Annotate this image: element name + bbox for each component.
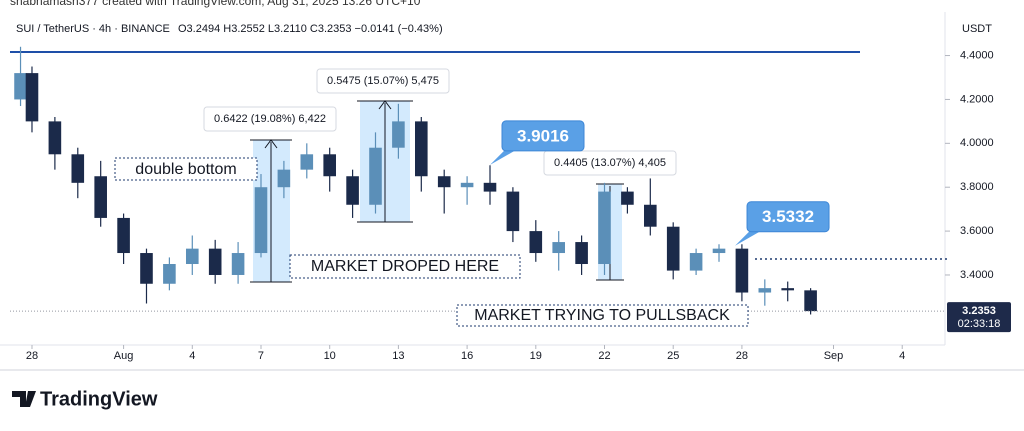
x-tick-label: Sep xyxy=(824,350,844,362)
candle-body xyxy=(369,147,382,205)
note-box xyxy=(289,254,521,279)
candle-body xyxy=(25,73,39,122)
y-tick-label: 3.6000 xyxy=(960,225,994,237)
attribution: shabnamash377 created with TradingView.c… xyxy=(10,0,421,8)
last-price-label: 3.2353 xyxy=(962,305,996,317)
candle-body xyxy=(14,73,27,100)
measure-box xyxy=(357,100,413,223)
candle-body xyxy=(140,253,153,284)
candle-body xyxy=(208,248,222,275)
currency: USDT xyxy=(962,23,992,35)
candle-body xyxy=(300,154,314,170)
candle-body xyxy=(598,191,611,265)
candle-body xyxy=(712,248,726,254)
candle-body xyxy=(781,288,795,291)
candle-body xyxy=(735,248,749,293)
note-box xyxy=(114,157,258,181)
candle-body xyxy=(804,290,817,312)
x-tick-label: Aug xyxy=(114,350,134,362)
candle-body xyxy=(621,191,634,205)
measure-label-box xyxy=(203,106,337,132)
candle-body xyxy=(94,176,107,218)
callout-box xyxy=(746,201,830,233)
note: MARKET DROPED HERE xyxy=(311,258,499,275)
candle-body xyxy=(185,248,199,265)
x-tick-label: 19 xyxy=(530,350,542,362)
measure-arrowhead xyxy=(264,139,278,149)
symbol: SUI / TetherUS · 4h · BINANCE xyxy=(16,23,170,35)
x-tick-label: 10 xyxy=(324,350,336,362)
measure-label: 0.6422 (19.08%) 6,422 xyxy=(214,113,326,125)
callout-pointer xyxy=(735,229,764,246)
y-tick-label: 3.4000 xyxy=(960,269,994,281)
x-tick-label: 16 xyxy=(461,350,473,362)
measure-label: 0.4405 (13.07%) 4,405 xyxy=(554,157,666,169)
candle-body xyxy=(48,121,62,155)
candle-body xyxy=(323,154,336,177)
y-tick-label: 3.8000 xyxy=(960,181,994,193)
measure-label: 0.5475 (15.07%) 5,475 xyxy=(327,75,439,87)
candle-body xyxy=(346,176,359,205)
logo-text: TradingView xyxy=(40,388,158,410)
y-tick-label: 4.4000 xyxy=(960,49,994,61)
callout-label: 3.5332 xyxy=(762,207,814,226)
measure-label-box xyxy=(543,150,677,176)
callout-pointer xyxy=(490,148,518,165)
x-tick-label: 28 xyxy=(736,350,748,362)
note: double bottom xyxy=(135,161,236,178)
candle-body xyxy=(231,253,245,275)
candle-body xyxy=(254,187,268,254)
x-tick-label: 28 xyxy=(26,350,38,362)
measure-label-box xyxy=(316,68,450,94)
candle-body xyxy=(552,242,565,254)
x-tick-label: 4 xyxy=(899,350,905,362)
candle-body xyxy=(71,154,85,183)
x-tick-label: 4 xyxy=(189,350,195,362)
candle-body xyxy=(483,182,497,192)
candle-body xyxy=(644,204,657,227)
candle-body xyxy=(758,288,772,293)
note-box xyxy=(456,304,749,327)
callout-box xyxy=(501,120,585,152)
note: MARKET TRYING TO PULLSBACK xyxy=(474,307,730,324)
candle-body xyxy=(575,242,588,265)
x-tick-label: 13 xyxy=(392,350,404,362)
candle-body xyxy=(689,253,703,271)
x-tick-label: 22 xyxy=(598,350,610,362)
candle-body xyxy=(529,231,543,254)
x-tick-label: 7 xyxy=(258,350,264,362)
ohlc: O3.2494 H3.2552 L3.2110 C3.2353 −0.0141 … xyxy=(178,23,443,35)
candle-body xyxy=(437,176,451,188)
candle-body xyxy=(277,169,291,188)
logo-mark xyxy=(12,391,36,407)
candle-body xyxy=(163,264,176,284)
countdown: 02:33:18 xyxy=(958,318,1001,330)
y-tick-label: 4.2000 xyxy=(960,93,994,105)
callout-label: 3.9016 xyxy=(517,126,569,145)
x-tick-label: 25 xyxy=(667,350,679,362)
candle-body xyxy=(460,182,474,188)
candle-body xyxy=(117,217,130,254)
last-price-box xyxy=(947,302,1011,333)
measure-arrowhead xyxy=(378,100,392,110)
plot xyxy=(10,46,945,315)
y-tick-label: 4.0000 xyxy=(960,137,994,149)
candle-body xyxy=(415,121,428,177)
candle-body xyxy=(392,121,405,148)
candle-body xyxy=(506,191,520,232)
candle-body xyxy=(666,226,680,271)
